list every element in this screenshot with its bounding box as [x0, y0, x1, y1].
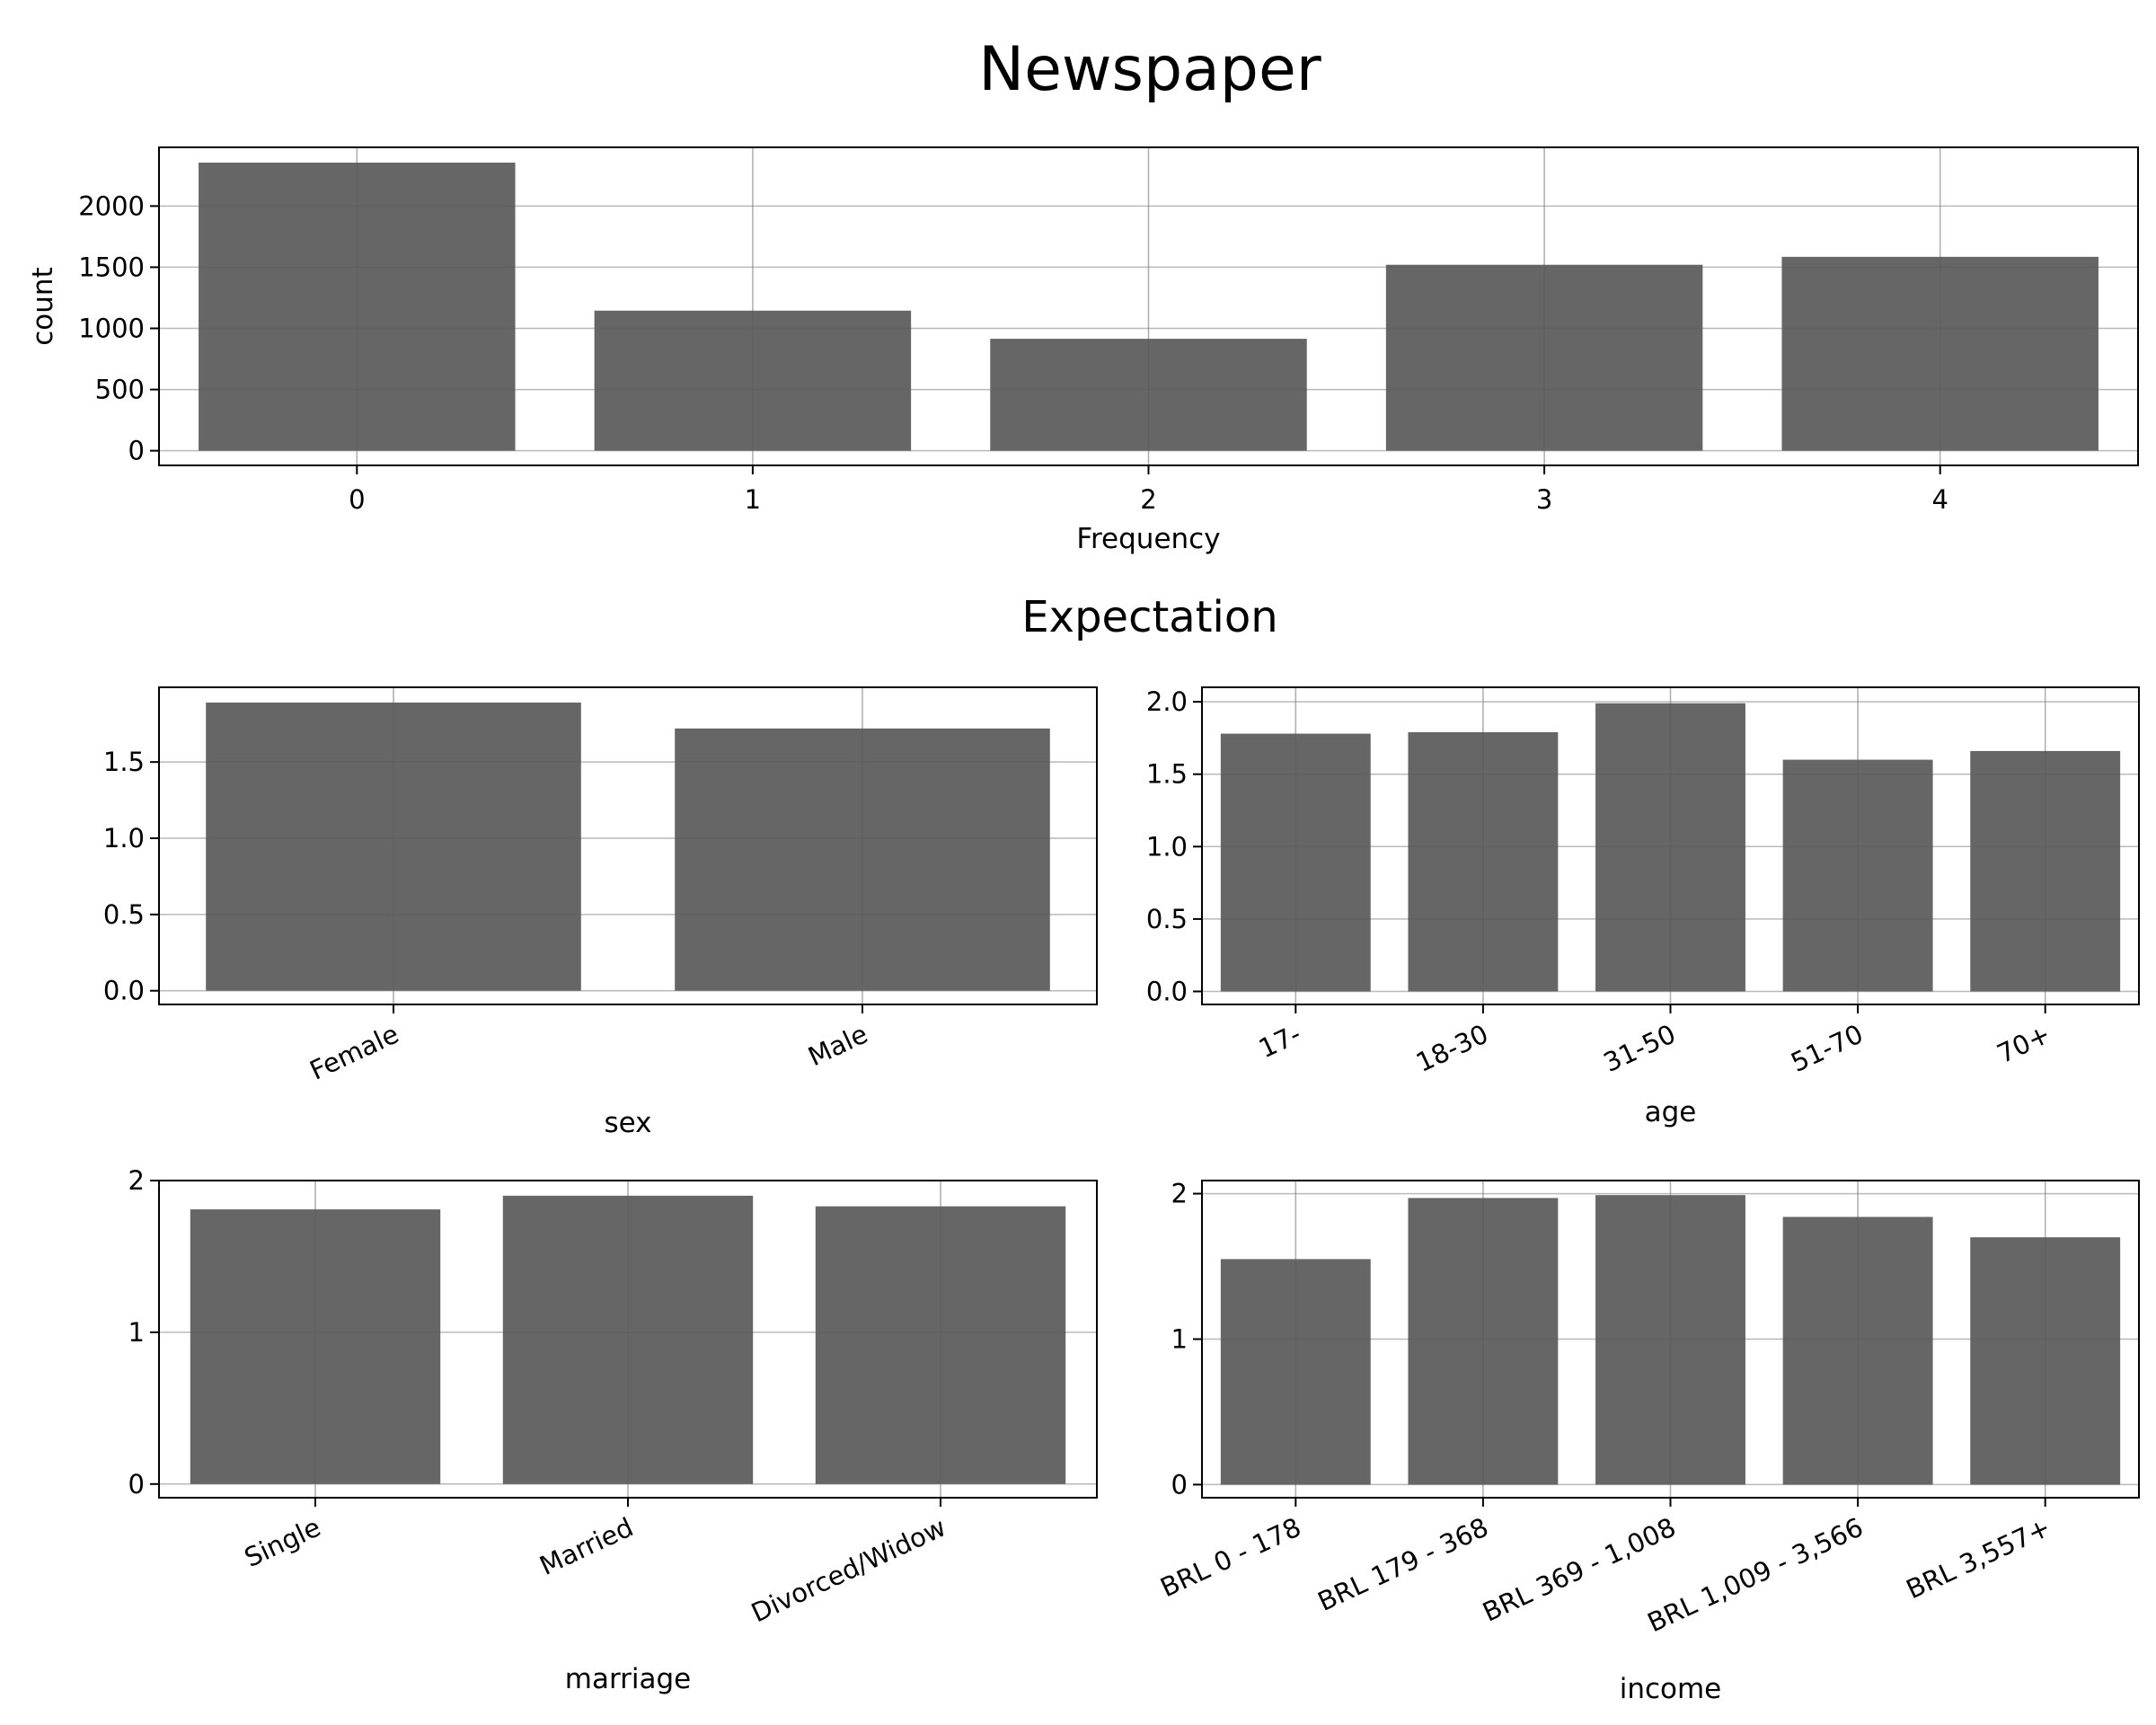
bar-70 [1970, 750, 2121, 992]
y-axis-label: count [27, 267, 59, 345]
x-tick-label: 0 [349, 484, 365, 515]
y-tick-label: 0 [128, 436, 145, 466]
x-axis-label: marriage [565, 1663, 692, 1695]
bar-divorced-widow [815, 1206, 1066, 1484]
y-tick-label: 1000 [78, 314, 145, 344]
y-tick-label: 2.0 [1146, 686, 1188, 717]
x-tick-label: 1 [745, 484, 761, 515]
x-tick-label: 2 [1140, 484, 1156, 515]
bar-brl-1-009-3-566 [1782, 1216, 1933, 1485]
bar-1 [594, 310, 912, 451]
x-tick-label: Female [305, 1019, 403, 1086]
x-tick-label: 3 [1536, 484, 1552, 515]
x-tick-label: BRL 179 - 368 [1313, 1512, 1493, 1617]
x-tick-label: Male [803, 1019, 872, 1073]
chart-panel-3: 0.0 0.5 1.0 1.5 2.0 17- 18-30 31-50 51-70 70+ age [1146, 686, 2140, 1128]
x-tick-label: BRL 3,557+ [1902, 1512, 2055, 1606]
y-tick-label: 0.5 [103, 899, 145, 930]
bar-female [206, 702, 581, 991]
bar-17 [1220, 733, 1371, 992]
bar-male [675, 728, 1050, 991]
chart-panel-4: 0 1 2 Single Married Divorced/Widow marriage [128, 1165, 1098, 1695]
y-tick-label: 0.0 [1146, 976, 1188, 1006]
y-tick-label: 2 [128, 1165, 145, 1196]
y-tick-label: 2000 [78, 190, 145, 221]
y-tick-label: 1 [1171, 1324, 1188, 1355]
bar-51-70 [1782, 759, 1933, 992]
x-tick-label: 18-30 [1411, 1019, 1493, 1078]
bar-2 [990, 339, 1307, 451]
bar-18-30 [1408, 731, 1559, 992]
y-tick-label: 0 [128, 1469, 145, 1499]
figure-subtitle: Expectation [1021, 592, 1277, 642]
y-tick-label: 0.0 [103, 976, 145, 1006]
y-tick-label: 500 [95, 375, 145, 405]
x-tick-label: BRL 1,009 - 3,566 [1643, 1512, 1868, 1639]
x-tick-label: Divorced/Widow [747, 1512, 950, 1629]
figure-title: Newspaper [978, 34, 1321, 105]
bar-brl-0-178 [1220, 1259, 1371, 1485]
x-tick-label: BRL 0 - 178 [1156, 1512, 1306, 1604]
y-tick-label: 1.5 [1146, 759, 1188, 790]
bar-brl-3-557 [1970, 1237, 2121, 1485]
y-tick-label: 1500 [78, 252, 145, 282]
x-tick-label: 70+ [1993, 1019, 2055, 1070]
chart-panel-1: 0 500 1000 1500 2000 0 1 2 3 4 Frequency count [27, 146, 2139, 555]
y-tick-label: 2 [1171, 1179, 1188, 1209]
bar-31-50 [1595, 703, 1745, 992]
bar-brl-179-368 [1408, 1198, 1559, 1485]
plot-frame [158, 686, 1098, 1005]
y-tick-label: 1.0 [103, 823, 145, 854]
y-tick-label: 0.5 [1146, 904, 1188, 934]
x-axis-label: sex [604, 1107, 651, 1139]
y-tick-label: 1 [128, 1317, 145, 1348]
bar-4 [1781, 256, 2099, 451]
y-tick-label: 1.0 [1146, 831, 1188, 862]
y-tick-label: 0 [1171, 1469, 1188, 1499]
bar-married [502, 1195, 754, 1484]
chart-panel-2: 0.0 0.5 1.0 1.5 Female Male sex [103, 686, 1098, 1139]
bar-0 [199, 163, 516, 451]
x-tick-label: 4 [1931, 484, 1948, 515]
bar-3 [1385, 264, 1703, 451]
x-tick-label: Married [535, 1512, 637, 1581]
x-tick-label: 17- [1254, 1019, 1305, 1065]
x-axis-label: age [1645, 1096, 1697, 1128]
y-tick-label: 1.5 [103, 747, 145, 777]
bar-single [190, 1209, 441, 1484]
bar-brl-369-1-008 [1595, 1195, 1745, 1485]
x-axis-label: income [1620, 1673, 1722, 1705]
x-axis-label: Frequency [1076, 523, 1220, 555]
x-tick-label: 31-50 [1599, 1019, 1681, 1078]
x-tick-label: 51-70 [1786, 1019, 1868, 1078]
x-tick-label: Single [240, 1512, 325, 1573]
